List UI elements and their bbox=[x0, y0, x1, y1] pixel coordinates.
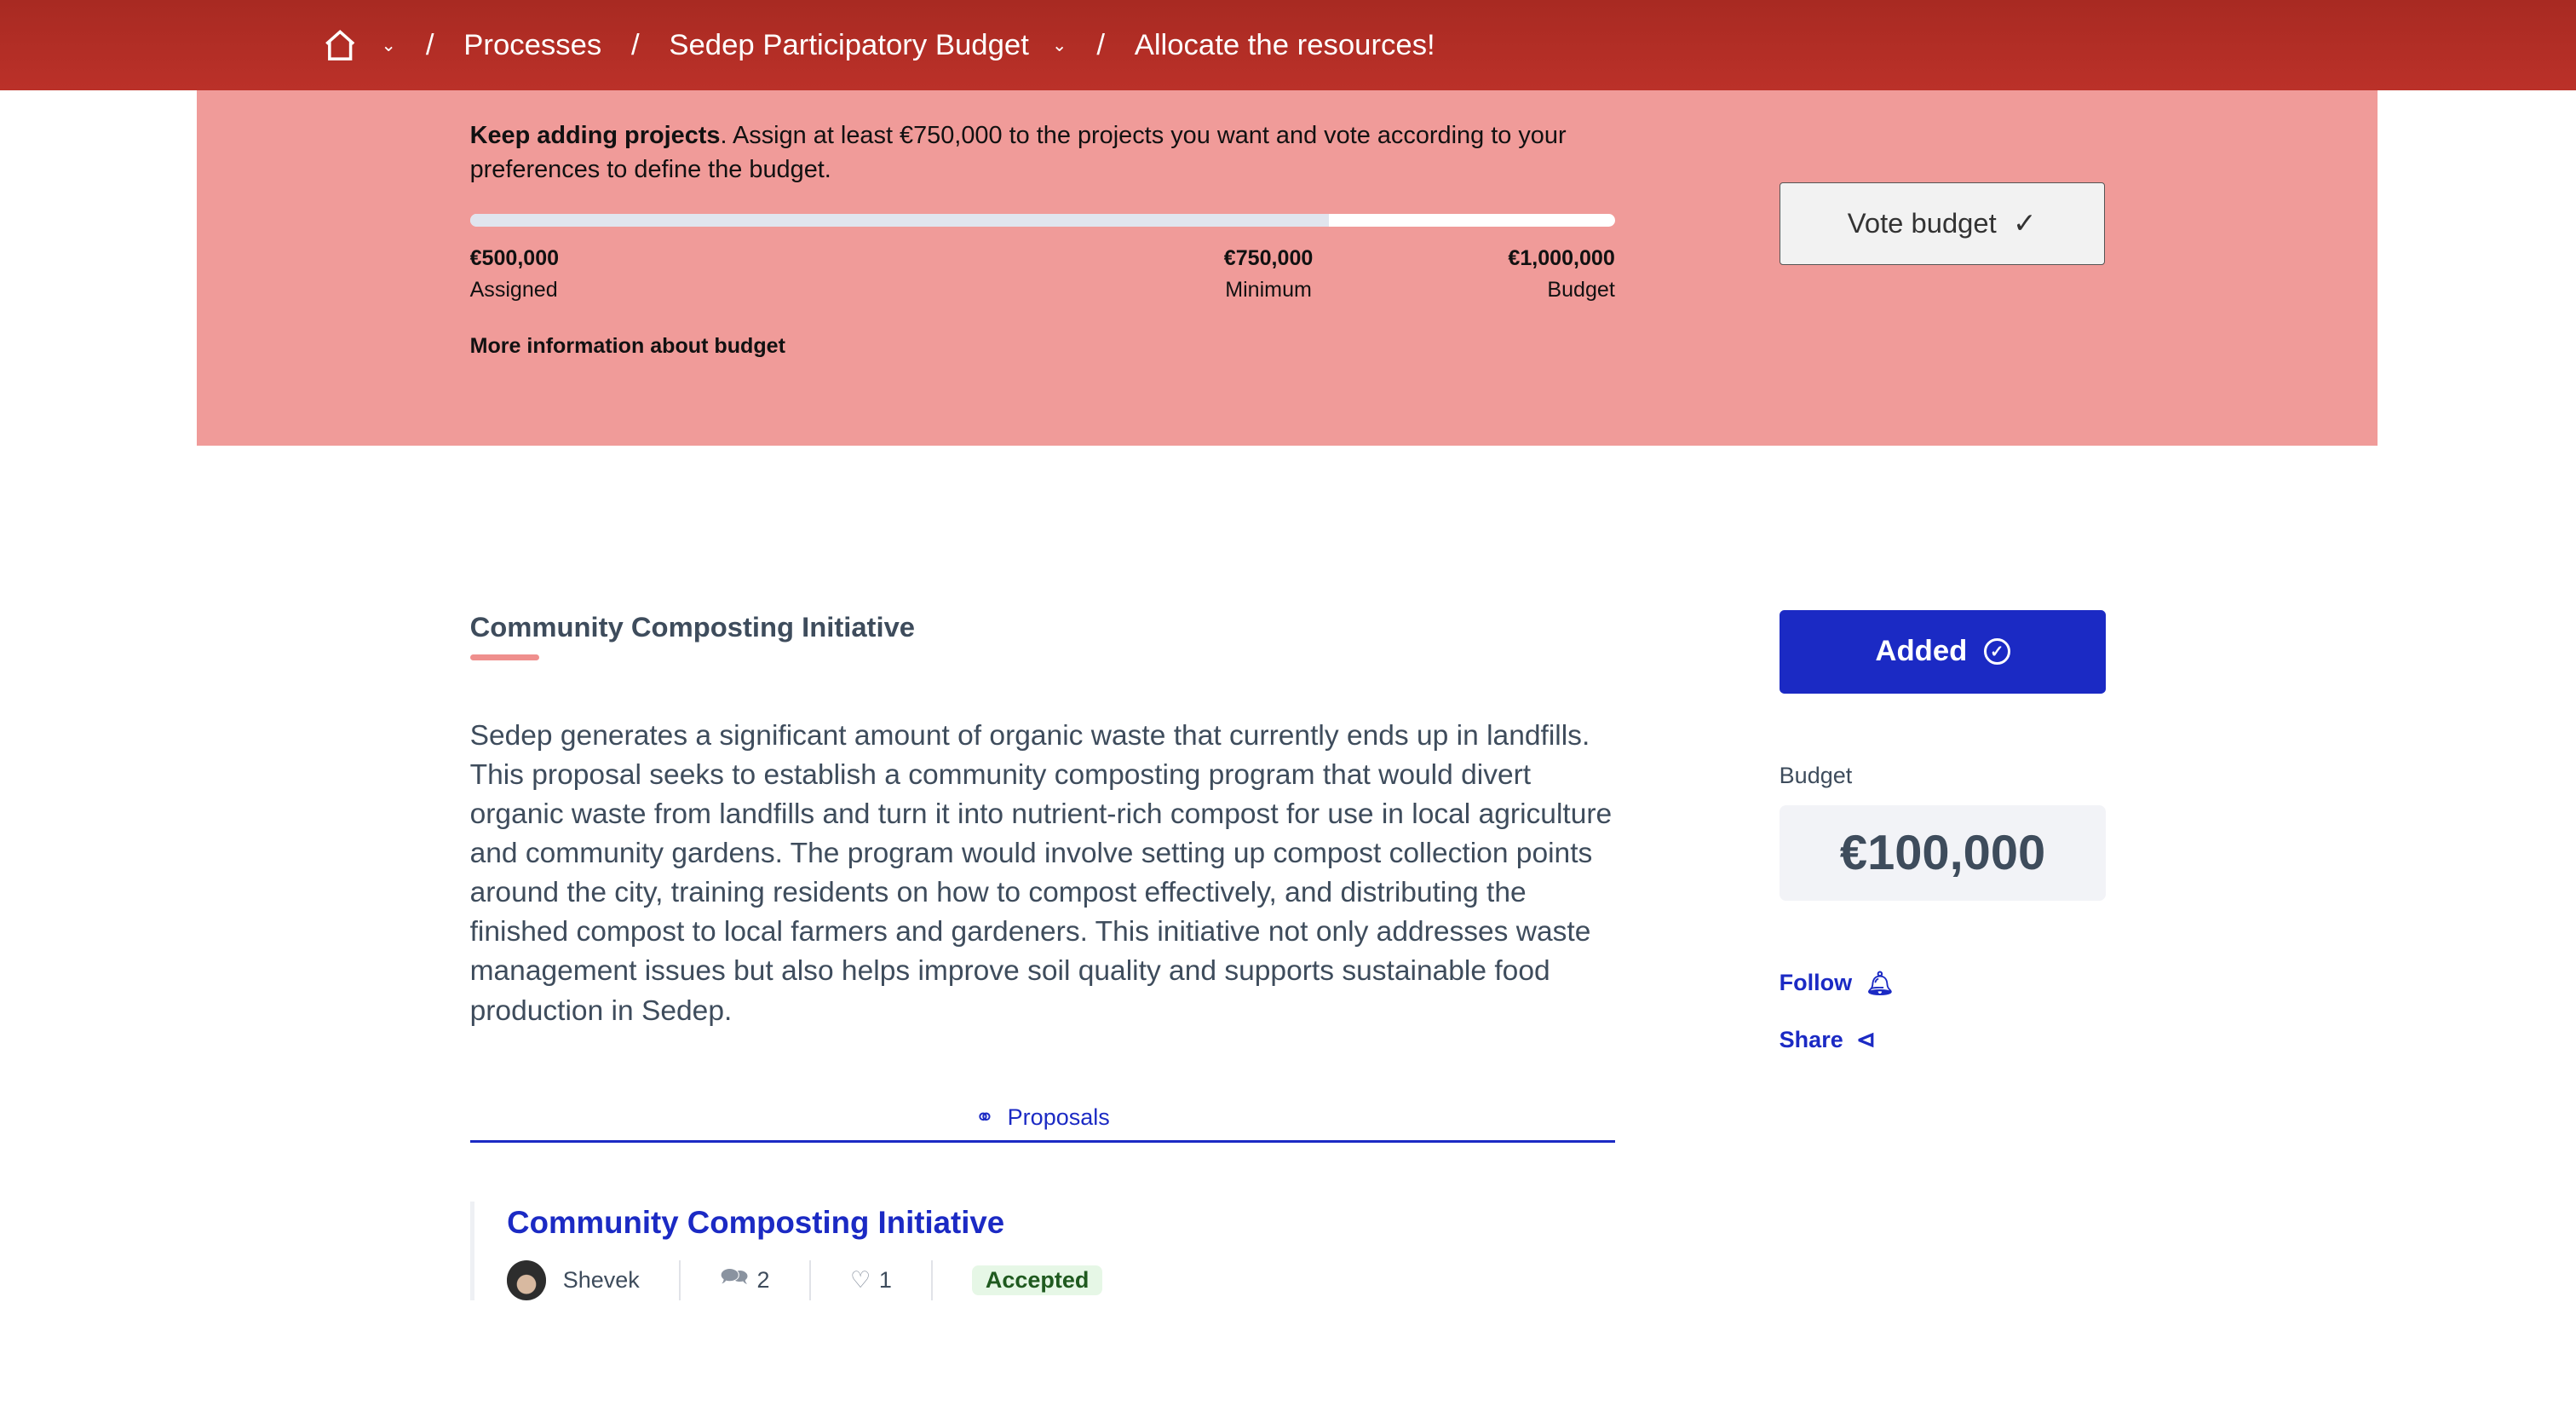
breadcrumb-processes[interactable]: Processes bbox=[463, 28, 602, 61]
intro-text: . Assign at least €750,000 to the projec… bbox=[469, 121, 1567, 184]
tab-proposals[interactable]: ⚭ Proposals bbox=[469, 1104, 1615, 1144]
bell-icon: 🔔︎ bbox=[1865, 970, 1895, 996]
vote-budget-button[interactable]: Vote budget ✓ bbox=[1779, 182, 2105, 265]
title-underline bbox=[469, 654, 539, 661]
minimum-label: €750,000 Minimum bbox=[1223, 246, 1314, 303]
comments-count: 2 bbox=[756, 1266, 770, 1293]
check-icon: ✓ bbox=[2013, 207, 2037, 239]
budget-summary bbox=[197, 90, 2378, 446]
project-title: Community Composting Initiative bbox=[469, 611, 916, 643]
chevron-down-icon[interactable]: ⌄ bbox=[1051, 35, 1067, 55]
budget-label: Budget bbox=[1779, 762, 1853, 788]
share-icon: ⊲ bbox=[1856, 1027, 1876, 1053]
proposal-title-link[interactable]: Community Composting Initiative bbox=[507, 1204, 1005, 1240]
breadcrumb-process[interactable]: Sedep Participatory Budget bbox=[669, 28, 1029, 61]
home-icon[interactable] bbox=[322, 27, 358, 63]
breadcrumb: ⌄ / Processes / Sedep Participatory Budg… bbox=[322, 0, 1435, 90]
top-bar: ⌄ / Processes / Sedep Participatory Budg… bbox=[0, 0, 2576, 91]
endorsements-count: 1 bbox=[878, 1266, 892, 1293]
budget-progress-bar bbox=[469, 213, 1615, 228]
breadcrumb-separator: / bbox=[630, 28, 640, 61]
budget-intro: Keep adding projects. Assign at least €7… bbox=[470, 118, 1620, 187]
breadcrumb-separator: / bbox=[1096, 28, 1105, 61]
comments-icon: 🗪 bbox=[720, 1264, 749, 1290]
endorsements-icon: ♡ bbox=[850, 1266, 871, 1293]
share-button[interactable]: Share ⊲ bbox=[1779, 1027, 1876, 1053]
chevron-down-icon[interactable]: ⌄ bbox=[381, 35, 397, 55]
intro-bold: Keep adding projects bbox=[469, 121, 721, 149]
proposal-meta: Shevek 🗪 2 ♡ 1 Accepted bbox=[507, 1259, 1102, 1301]
total-budget-label: €1,000,000 Budget bbox=[1508, 246, 1615, 303]
progress-fill bbox=[469, 213, 1329, 228]
added-button[interactable]: Added ✓ bbox=[1779, 609, 2107, 694]
check-circle-icon: ✓ bbox=[1983, 638, 2010, 666]
proposals-icon: ⚭ bbox=[975, 1104, 995, 1131]
breadcrumb-separator: / bbox=[425, 28, 434, 61]
proposal-card: Community Composting Initiative Shevek 🗪… bbox=[469, 1201, 1131, 1301]
more-info-link[interactable]: More information about budget bbox=[469, 333, 785, 358]
project-description: Sedep generates a significant amount of … bbox=[469, 719, 1613, 1027]
follow-button[interactable]: Follow 🔔︎ bbox=[1779, 970, 1895, 996]
avatar bbox=[507, 1260, 547, 1300]
assigned-label: €500,000 Assigned bbox=[469, 246, 560, 303]
budget-amount: €100,000 bbox=[1779, 805, 2107, 901]
status-badge: Accepted bbox=[972, 1265, 1102, 1295]
breadcrumb-current[interactable]: Allocate the resources! bbox=[1134, 28, 1435, 61]
author-name[interactable]: Shevek bbox=[562, 1266, 640, 1293]
